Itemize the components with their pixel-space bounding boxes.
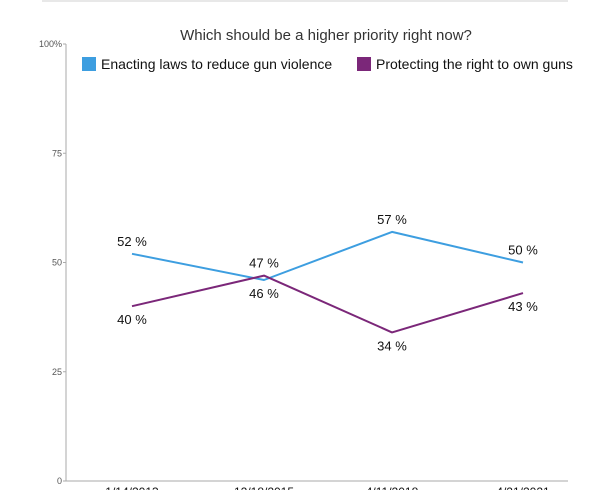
data-label-protecting-the-right-to-own-guns: 43 %: [508, 299, 538, 314]
y-tick-label: 50: [52, 258, 62, 268]
x-axis-labels: 1/14/2013 12/18/2015 4/11/2018 4/21/2021: [105, 485, 550, 490]
series-line-protecting-the-right-to-own-guns: [131, 274, 524, 334]
data-label-protecting-the-right-to-own-guns: 47 %: [249, 256, 279, 271]
data-labels: 52 % 46 % 57 % 50 % 40 % 47 % 34 % 43 %: [117, 212, 538, 354]
series-lines: [131, 230, 524, 334]
data-label-enacting-laws-to-reduce-gun-violence: 57 %: [377, 212, 407, 227]
chart-title: Which should be a higher priority right …: [180, 27, 472, 44]
data-label-enacting-laws-to-reduce-gun-violence: 50 %: [508, 243, 538, 258]
x-tick-label: 12/18/2015: [234, 485, 294, 490]
data-label-enacting-laws-to-reduce-gun-violence: 46 %: [249, 286, 279, 301]
x-tick-label: 1/14/2013: [105, 485, 159, 490]
legend-swatch-own-guns: [357, 57, 371, 71]
legend-swatch-reduce-gun-violence: [82, 57, 96, 71]
data-label-enacting-laws-to-reduce-gun-violence: 52 %: [117, 234, 147, 249]
y-tick-label: 0: [57, 476, 62, 486]
y-tick-label: 25: [52, 367, 62, 377]
x-tick-label: 4/11/2018: [366, 485, 419, 490]
x-tick-label: 4/21/2021: [496, 485, 550, 490]
y-axis-ticks: 0 25 50 75 100%: [39, 39, 66, 486]
data-label-protecting-the-right-to-own-guns: 34 %: [377, 338, 407, 353]
y-tick-label: 100%: [39, 39, 62, 49]
data-label-protecting-the-right-to-own-guns: 40 %: [117, 312, 147, 327]
legend-label-reduce-gun-violence: Enacting laws to reduce gun violence: [101, 56, 332, 72]
legend-label-own-guns: Protecting the right to own guns: [376, 56, 573, 72]
legend: Enacting laws to reduce gun violence Pro…: [82, 56, 573, 72]
series-line-enacting-laws-to-reduce-gun-violence: [131, 230, 524, 281]
y-tick-label: 75: [52, 148, 62, 158]
